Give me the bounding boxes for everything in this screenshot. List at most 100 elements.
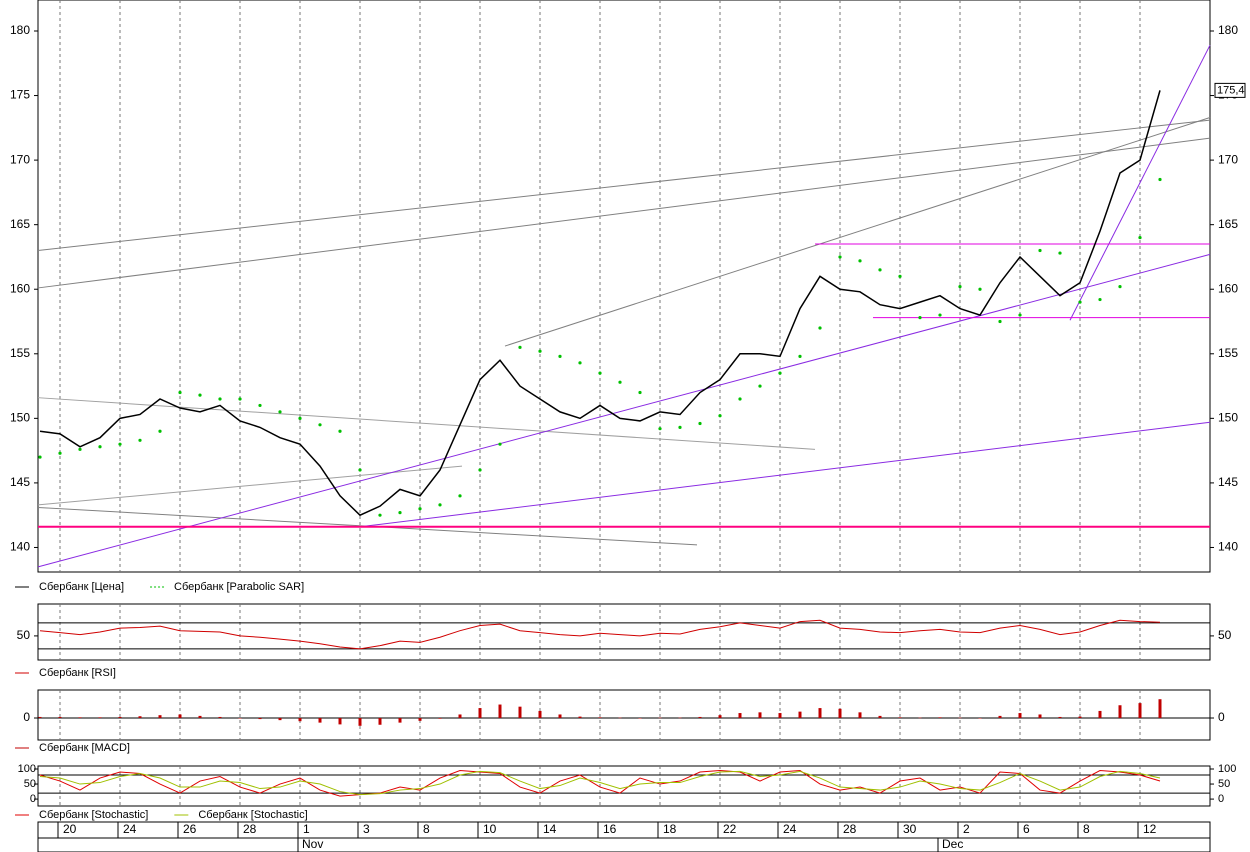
y-tick-label: 50 [17,628,31,642]
macd-bar [238,718,242,719]
last-price-label: 175,4 [1217,84,1245,96]
macd-bar [718,715,722,719]
sar-dot [158,429,162,433]
series-line [39,769,1161,797]
date-label: 20 [63,822,77,836]
macd-bar [198,715,202,719]
macd-bar [218,716,222,719]
macd-bar [678,717,682,719]
date-label: 28 [843,822,857,836]
y-tick-label-right: 100 [1218,763,1236,775]
sar-dot [938,313,942,317]
macd-bar [118,716,122,719]
macd-bar [838,708,842,719]
sar-dot [478,468,482,472]
sar-dot [118,442,122,446]
sar-dot [58,451,62,455]
sar-dot [1038,248,1042,253]
date-label: 30 [903,822,917,836]
date-label: 2 [963,822,970,836]
trendline [37,119,1211,251]
sar-dot [458,494,462,498]
y-tick-label: 180 [10,23,30,37]
sar-dot [498,442,502,446]
sar-dot [1158,177,1162,182]
y-tick-label: 175 [10,88,30,102]
macd-bar [438,718,442,719]
macd-bar [158,715,162,719]
sar-dot [738,397,742,401]
sar-dot [138,438,142,442]
macd-bar [458,714,462,719]
sar-dot [1018,313,1022,317]
macd-bar [858,712,862,719]
date-label: 22 [723,822,737,836]
date-label: 28 [243,822,257,836]
month-label: Dec [942,837,963,851]
sar-dot [1098,297,1102,302]
sar-dot [798,354,802,358]
macd-bar [1158,699,1162,719]
macd-bar [1058,716,1062,719]
legend-label: Сбербанк [Stochastic] [198,809,307,821]
y-tick-label: 50 [24,778,36,790]
legend-label: Сбербанк [Parabolic SAR] [174,581,304,593]
macd-bar [358,718,362,726]
sar-dot [238,397,242,401]
macd-bar [818,708,822,719]
sar-dot [698,421,702,426]
y-tick-label-right: 160 [1218,281,1238,295]
sar-dot [958,285,962,289]
macd-bar [558,714,562,719]
date-label: 3 [363,822,370,836]
date-label: 12 [1143,822,1157,836]
date-label: 16 [603,822,617,836]
sar-dot [358,468,362,472]
sar-dot [1118,285,1122,289]
sar-dot [578,361,582,365]
y-tick-label: 145 [10,475,30,489]
sar-dot [1138,235,1142,240]
macd-bar [1038,714,1042,719]
sar-dot [398,511,402,515]
sar-dot [338,429,342,433]
macd-bar [698,716,702,719]
sar-dot [838,255,842,259]
sar-dot [418,507,422,511]
y-tick-label: 140 [10,540,30,554]
macd-bar [1078,716,1082,719]
sar-dot [558,354,562,358]
sar-dot [718,414,722,418]
sar-dot [278,410,282,414]
y-tick-label: 155 [10,346,30,360]
y-tick-label-right: 0 [1218,793,1224,805]
macd-bar [298,718,302,722]
macd-bar [58,716,62,719]
macd-bar [1098,710,1102,719]
macd-bar [258,718,262,720]
sar-dot [538,349,542,353]
macd-bar [758,712,762,719]
date-label: 24 [123,822,137,836]
macd-bar [78,717,82,719]
legend-label: Сбербанк [MACD] [39,742,130,754]
sar-dot [98,445,102,449]
macd-bar [178,714,182,719]
legend-label: Сбербанк [Stochastic] [39,809,148,821]
sar-dot [258,403,262,408]
sar-dot [1058,251,1062,255]
macd-bar [878,715,882,719]
sar-dot [598,371,602,375]
macd-bar [978,718,982,719]
last-price-box [1214,82,1246,98]
macd-bar [318,718,322,723]
sar-dot [198,393,202,397]
macd-bar [1118,705,1122,719]
macd-bar [778,713,782,719]
y-tick-label-right: 170 [1218,152,1238,166]
macd-bar [518,706,522,719]
macd-bar [398,718,402,723]
sar-dot [898,274,902,278]
y-tick-label-right: 0 [1218,710,1225,724]
